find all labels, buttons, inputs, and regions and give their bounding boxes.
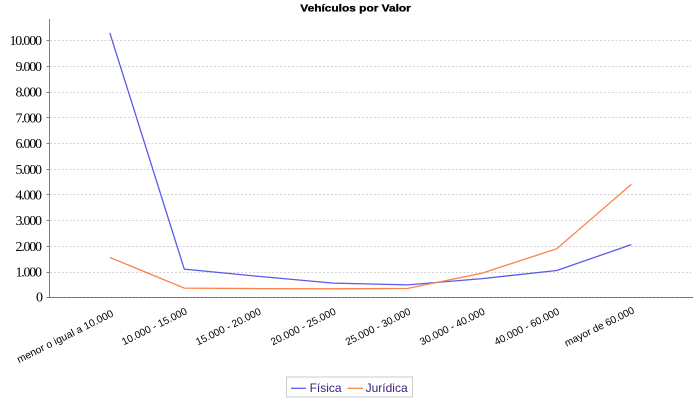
svg-text:2.000: 2.000 <box>16 240 43 255</box>
svg-text:3.000: 3.000 <box>16 214 43 229</box>
svg-text:10.000: 10.000 <box>10 34 43 49</box>
svg-text:7.000: 7.000 <box>16 111 43 126</box>
svg-text:5.000: 5.000 <box>16 163 43 178</box>
svg-text:0: 0 <box>36 291 43 306</box>
svg-text:6.000: 6.000 <box>16 137 43 152</box>
svg-text:Jurídica: Jurídica <box>366 381 408 395</box>
svg-text:9.000: 9.000 <box>16 60 43 75</box>
svg-text:8.000: 8.000 <box>16 86 43 101</box>
svg-text:Física: Física <box>310 381 342 395</box>
svg-text:4.000: 4.000 <box>16 188 43 203</box>
svg-text:1.000: 1.000 <box>16 266 43 281</box>
svg-text:Vehículos por Valor: Vehículos por Valor <box>300 3 411 14</box>
